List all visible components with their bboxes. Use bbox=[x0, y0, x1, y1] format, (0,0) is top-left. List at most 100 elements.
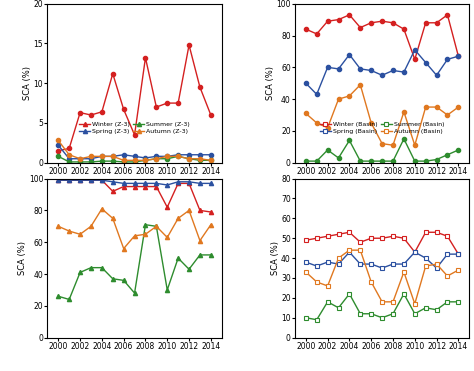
Summer (Z-2) bbox=[434, 157, 439, 162]
Spring (Basin) bbox=[368, 262, 374, 266]
Autumn (Basin) bbox=[456, 268, 461, 272]
Winter (Z-2) bbox=[445, 13, 450, 17]
Summer (Z-3) bbox=[143, 223, 148, 227]
Spring (Z-1) bbox=[197, 152, 203, 157]
Line: Autumn (Z-1): Autumn (Z-1) bbox=[56, 138, 213, 162]
Autumn (Z-3) bbox=[154, 224, 159, 229]
Winter (Z-3) bbox=[121, 184, 127, 189]
Summer (Z-2) bbox=[456, 148, 461, 152]
Summer (Z-3) bbox=[110, 276, 116, 281]
Summer (Z-1) bbox=[154, 157, 159, 161]
Autumn (Z-1) bbox=[88, 154, 94, 158]
Spring (Z-3) bbox=[88, 178, 94, 183]
Winter (Basin) bbox=[303, 238, 309, 243]
Autumn (Z-2) bbox=[390, 143, 396, 147]
Winter (Basin) bbox=[336, 232, 341, 236]
Winter (Basin) bbox=[379, 236, 385, 240]
Summer (Z-2) bbox=[445, 152, 450, 157]
Spring (Z-3) bbox=[121, 181, 127, 186]
Autumn (Z-3) bbox=[99, 207, 105, 211]
Summer (Z-1) bbox=[132, 160, 137, 164]
Winter (Z-3) bbox=[154, 184, 159, 189]
Autumn (Z-1) bbox=[164, 154, 170, 158]
Spring (Z-1) bbox=[143, 156, 148, 160]
Autumn (Z-2) bbox=[412, 143, 418, 147]
Autumn (Z-3) bbox=[197, 239, 203, 243]
Autumn (Basin) bbox=[390, 300, 396, 304]
Summer (Basin) bbox=[336, 306, 341, 310]
Summer (Z-2) bbox=[325, 148, 330, 152]
Summer (Z-3) bbox=[186, 267, 192, 272]
Winter (Z-2) bbox=[412, 57, 418, 62]
Autumn (Z-2) bbox=[445, 113, 450, 117]
Autumn (Basin) bbox=[434, 262, 439, 266]
Line: Summer (Z-3): Summer (Z-3) bbox=[56, 223, 213, 302]
Line: Spring (Basin): Spring (Basin) bbox=[304, 250, 460, 270]
Summer (Z-2) bbox=[379, 159, 385, 163]
Autumn (Z-1) bbox=[143, 158, 148, 162]
Spring (Z-2) bbox=[434, 73, 439, 78]
Summer (Z-3) bbox=[208, 253, 214, 257]
Winter (Z-1) bbox=[175, 101, 181, 105]
Summer (Z-3) bbox=[88, 265, 94, 270]
Spring (Z-2) bbox=[314, 92, 319, 96]
Autumn (Z-1) bbox=[55, 138, 61, 143]
Summer (Z-2) bbox=[390, 159, 396, 163]
Winter (Z-3) bbox=[55, 178, 61, 183]
Winter (Basin) bbox=[423, 230, 428, 234]
Autumn (Z-2) bbox=[434, 105, 439, 109]
Summer (Z-3) bbox=[66, 297, 72, 302]
Autumn (Z-3) bbox=[186, 208, 192, 213]
Spring (Basin) bbox=[434, 266, 439, 270]
Winter (Z-2) bbox=[325, 19, 330, 23]
Winter (Basin) bbox=[390, 234, 396, 239]
Winter (Z-1) bbox=[132, 133, 137, 137]
Autumn (Z-3) bbox=[88, 224, 94, 229]
Spring (Z-1) bbox=[99, 154, 105, 158]
Summer (Basin) bbox=[401, 292, 407, 296]
Summer (Z-1) bbox=[77, 160, 83, 164]
Summer (Basin) bbox=[445, 300, 450, 304]
Winter (Z-3) bbox=[175, 181, 181, 186]
Y-axis label: SCA (%): SCA (%) bbox=[18, 241, 27, 275]
Winter (Basin) bbox=[357, 240, 363, 244]
Winter (Basin) bbox=[401, 236, 407, 240]
Winter (Z-3) bbox=[164, 205, 170, 210]
Summer (Z-2) bbox=[314, 159, 319, 163]
Winter (Z-1) bbox=[77, 111, 83, 115]
Winter (Basin) bbox=[346, 230, 352, 234]
Summer (Z-1) bbox=[121, 160, 127, 164]
Spring (Z-3) bbox=[208, 181, 214, 186]
Winter (Basin) bbox=[434, 230, 439, 234]
Summer (Z-2) bbox=[357, 159, 363, 163]
Winter (Basin) bbox=[412, 250, 418, 255]
Winter (Z-2) bbox=[336, 17, 341, 22]
Spring (Z-1) bbox=[154, 154, 159, 158]
Summer (Z-1) bbox=[88, 160, 94, 164]
Winter (Z-1) bbox=[197, 85, 203, 89]
Y-axis label: SCA (%): SCA (%) bbox=[266, 66, 275, 100]
Spring (Basin) bbox=[314, 264, 319, 268]
Autumn (Z-1) bbox=[175, 154, 181, 158]
Summer (Z-2) bbox=[401, 137, 407, 141]
Winter (Z-2) bbox=[379, 19, 385, 23]
Spring (Basin) bbox=[346, 250, 352, 255]
Summer (Z-3) bbox=[99, 265, 105, 270]
Autumn (Z-2) bbox=[346, 94, 352, 98]
Spring (Z-1) bbox=[132, 154, 137, 158]
Spring (Z-3) bbox=[66, 178, 72, 183]
Spring (Z-2) bbox=[346, 52, 352, 57]
Autumn (Z-3) bbox=[164, 235, 170, 240]
Autumn (Basin) bbox=[336, 256, 341, 260]
Spring (Z-3) bbox=[175, 180, 181, 184]
Autumn (Z-3) bbox=[66, 229, 72, 233]
Spring (Basin) bbox=[357, 262, 363, 266]
Autumn (Z-2) bbox=[303, 111, 309, 116]
Winter (Z-1) bbox=[55, 148, 61, 153]
Spring (Z-1) bbox=[186, 152, 192, 157]
Spring (Basin) bbox=[390, 262, 396, 266]
Spring (Z-2) bbox=[357, 67, 363, 71]
Summer (Z-3) bbox=[132, 291, 137, 295]
Spring (Z-1) bbox=[110, 154, 116, 158]
Autumn (Z-3) bbox=[143, 232, 148, 236]
